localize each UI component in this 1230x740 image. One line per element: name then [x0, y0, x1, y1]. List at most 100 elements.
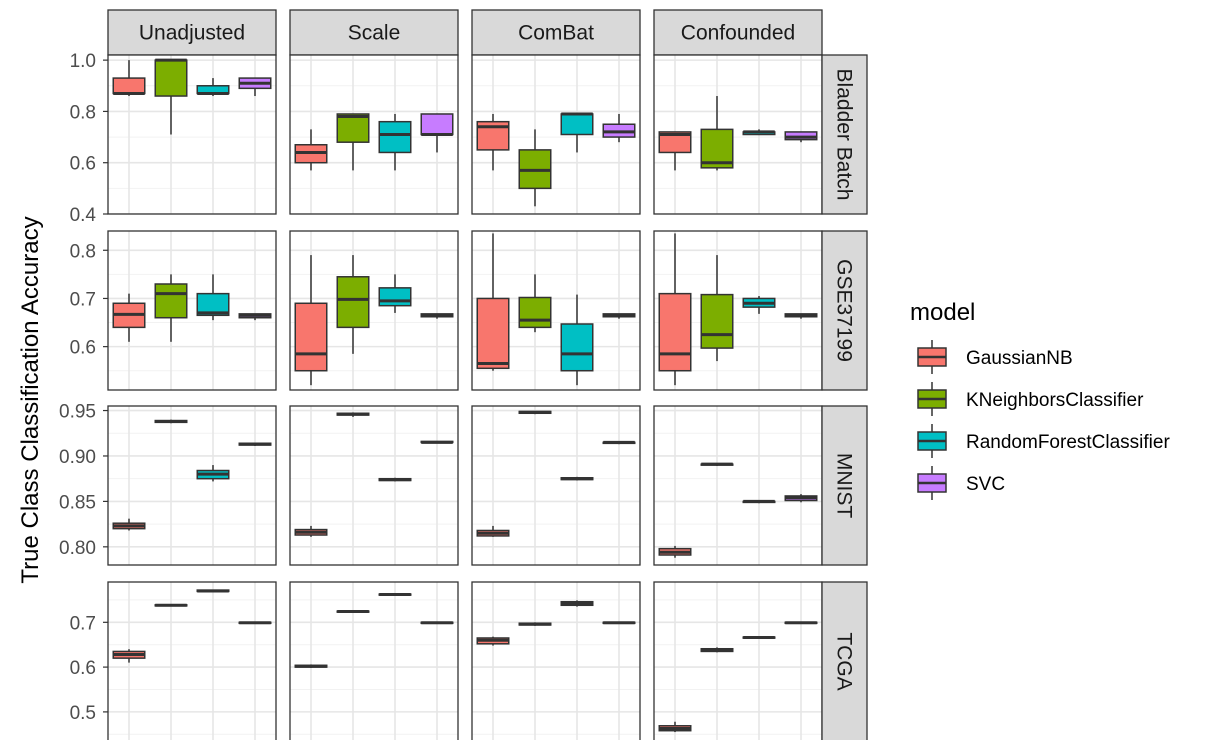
box-gaussiannb: [476, 113, 510, 171]
box-kneighborsclassifier: [154, 603, 188, 607]
boxes: [294, 255, 454, 386]
column-strip-unadjusted: Unadjusted: [107, 9, 277, 56]
panel-grid: [108, 406, 276, 565]
panel-border: [107, 230, 277, 391]
box-iqr: [658, 292, 692, 372]
box-kneighborsclassifier: [518, 129, 552, 207]
column-strip-label: ComBat: [518, 22, 594, 45]
legend-item-svc: SVC: [917, 466, 1005, 500]
boxes: [294, 593, 454, 668]
box-iqr: [518, 296, 552, 329]
panel-mnist-unadjusted: [107, 405, 277, 566]
boxes: [476, 233, 636, 386]
y-axis-bladder-batch: 0.4 0.6 0.8 1.0: [70, 51, 108, 226]
box-svc: [420, 113, 454, 153]
panel-border: [289, 405, 459, 566]
panel-bladder-batch-unadjusted: [107, 54, 277, 215]
box-iqr: [336, 276, 370, 329]
panel-mnist-scale: [289, 405, 459, 566]
box-svc: [420, 440, 454, 444]
box-iqr: [154, 59, 188, 97]
column-strip-combat: ComBat: [471, 9, 641, 56]
panel-background: [290, 582, 458, 740]
legend-title: model: [910, 299, 975, 326]
panel-bladder-batch-confounded: [653, 54, 823, 215]
row-strip-label: GSE37199: [833, 259, 856, 362]
y-tick-label: 0.8: [70, 102, 96, 123]
boxes: [112, 274, 272, 342]
box-randomforestclassifier: [196, 274, 230, 321]
box-randomforestclassifier: [196, 589, 230, 593]
legend-item-randomforestclassifier: RandomForestClassifier: [917, 424, 1170, 458]
boxes: [476, 112, 636, 207]
legend-label: RandomForestClassifier: [966, 432, 1170, 453]
y-axis-gse37199: 0.6 0.7 0.8: [70, 241, 108, 359]
column-strip-bg: [471, 9, 641, 56]
box-randomforestclassifier: [742, 499, 776, 504]
panel-background: [472, 582, 640, 740]
box-gaussiannb: [658, 545, 692, 558]
legend: model GaussianNB KNeighborsClassifier Rand…: [910, 299, 1170, 500]
box-kneighborsclassifier: [154, 419, 188, 424]
box-iqr: [378, 120, 412, 154]
y-tick-label: 0.5: [70, 703, 96, 724]
box-svc: [238, 77, 272, 97]
y-tick-label: 0.6: [70, 338, 96, 359]
column-strip-confounded: Confounded: [653, 9, 823, 56]
legend-item-gaussiannb: GaussianNB: [917, 340, 1073, 374]
box-randomforestclassifier: [378, 477, 412, 482]
box-iqr: [700, 293, 734, 349]
box-randomforestclassifier: [742, 636, 776, 640]
boxes: [294, 113, 454, 171]
row-strip-label: Bladder Batch: [833, 69, 856, 201]
box-svc: [784, 313, 818, 319]
box-kneighborsclassifier: [154, 274, 188, 342]
box-svc: [420, 621, 454, 625]
row-strip-gse37199: GSE37199: [821, 230, 868, 391]
y-tick-label: 0.85: [59, 492, 96, 513]
box-iqr: [476, 297, 510, 370]
box-iqr: [560, 323, 594, 372]
box-randomforestclassifier: [742, 296, 776, 314]
panel-border: [289, 54, 459, 215]
panel-grid: [654, 406, 822, 565]
boxes: [476, 410, 636, 537]
y-tick-label: 0.4: [70, 205, 97, 226]
box-kneighborsclassifier: [700, 255, 734, 362]
legend-label: GaussianNB: [966, 348, 1073, 369]
box-gaussiannb: [658, 721, 692, 733]
panel-grid: [290, 55, 458, 214]
panel-grid: [472, 582, 640, 740]
panel-gse37199-scale: [289, 230, 459, 391]
box-kneighborsclassifier: [518, 410, 552, 415]
column-strip-bg: [289, 9, 459, 56]
box-kneighborsclassifier: [700, 96, 734, 171]
y-tick-label: 0.90: [59, 447, 96, 468]
box-svc: [238, 313, 272, 321]
panel-border: [471, 54, 641, 215]
panel-tcga-confounded: [653, 581, 823, 740]
box-randomforestclassifier: [560, 294, 594, 386]
box-kneighborsclassifier: [336, 113, 370, 171]
panel-tcga-combat: [471, 581, 641, 740]
row-strip-tcga: TCGA: [821, 581, 868, 740]
panel-border: [471, 581, 641, 740]
panel-background: [472, 406, 640, 565]
legend-item-kneighborsclassifier: KNeighborsClassifier: [917, 382, 1144, 416]
box-gaussiannb: [294, 129, 328, 171]
y-tick-label: 0.7: [70, 613, 96, 634]
y-axis-tcga: 0.5 0.6 0.7: [70, 613, 108, 724]
box-iqr: [196, 292, 230, 317]
row-strip-bladder-batch: Bladder Batch: [821, 54, 868, 215]
box-iqr: [294, 302, 328, 372]
box-iqr: [112, 77, 146, 95]
box-randomforestclassifier: [742, 129, 776, 136]
box-kneighborsclassifier: [154, 58, 188, 135]
panel-border: [107, 405, 277, 566]
panel-border: [289, 581, 459, 740]
panel-tcga-scale: [289, 581, 459, 740]
panel-grid: [290, 406, 458, 565]
box-kneighborsclassifier: [336, 255, 370, 354]
panel-tcga-unadjusted: [107, 581, 277, 740]
